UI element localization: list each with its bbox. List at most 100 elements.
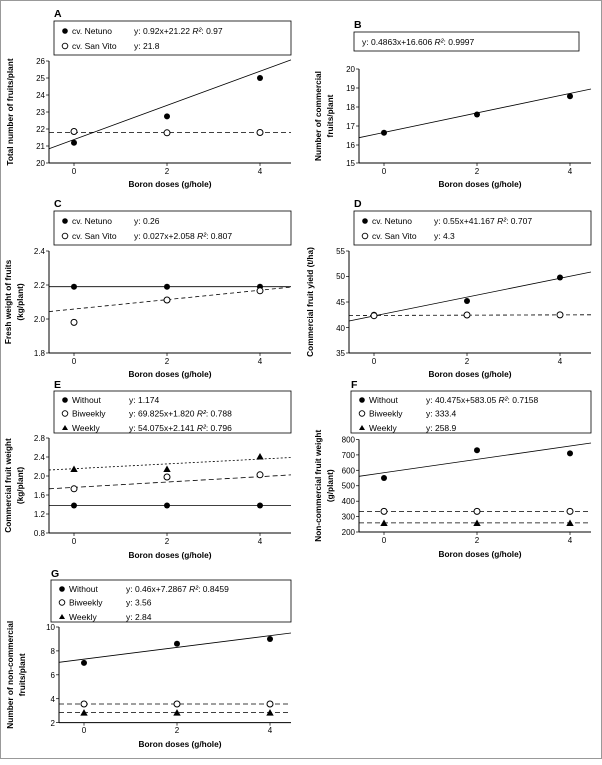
svg-text:2.0: 2.0	[34, 315, 46, 324]
svg-text:26: 26	[36, 57, 45, 66]
svg-text:2: 2	[175, 726, 180, 735]
svg-text:6: 6	[51, 671, 56, 680]
svg-text:0: 0	[372, 357, 377, 366]
svg-text:15: 15	[346, 159, 355, 168]
svg-text:23: 23	[36, 108, 45, 117]
svg-text:Number of commercial: Number of commercial	[313, 71, 323, 161]
svg-text:E: E	[54, 379, 61, 391]
svg-text:4: 4	[268, 726, 273, 735]
svg-text:Biweekly: Biweekly	[69, 598, 103, 608]
svg-text:2: 2	[475, 536, 480, 545]
svg-text:Commercial fruit yield (t/ha): Commercial fruit yield (t/ha)	[305, 247, 315, 357]
svg-text:A: A	[54, 8, 62, 20]
svg-text:2.0: 2.0	[34, 472, 46, 481]
svg-text:Boron doses (g/hole): Boron doses (g/hole)	[439, 549, 522, 559]
svg-text:500: 500	[342, 481, 356, 490]
svg-text:2: 2	[465, 357, 470, 366]
svg-text:0: 0	[72, 537, 77, 546]
svg-text:y: 54.075x+2.141 R²: 0.796: y: 54.075x+2.141 R²: 0.796	[129, 423, 232, 433]
svg-text:y: 0.55x+41.167 R²: 0.707: y: 0.55x+41.167 R²: 0.707	[434, 216, 532, 226]
svg-text:Boron doses (g/hole): Boron doses (g/hole)	[129, 550, 212, 560]
svg-text:8: 8	[51, 647, 56, 656]
svg-text:y: 21.8: y: 21.8	[134, 41, 160, 51]
svg-text:2.4: 2.4	[34, 453, 46, 462]
svg-text:2.8: 2.8	[34, 434, 46, 443]
svg-text:Boron doses (g/hole): Boron doses (g/hole)	[439, 179, 522, 189]
svg-text:2: 2	[51, 719, 56, 728]
svg-text:y: 2.84: y: 2.84	[126, 612, 152, 622]
svg-text:2.4: 2.4	[34, 247, 46, 256]
svg-text:Total number of fruits/plant: Total number of fruits/plant	[5, 58, 15, 165]
svg-text:1.6: 1.6	[34, 491, 46, 500]
svg-text:22: 22	[36, 125, 45, 134]
svg-text:4: 4	[258, 357, 263, 366]
svg-text:2.2: 2.2	[34, 281, 46, 290]
svg-text:4: 4	[568, 167, 573, 176]
svg-text:Fresh weight of fruits: Fresh weight of fruits	[3, 259, 13, 344]
svg-text:Non-commercial fruit weight: Non-commercial fruit weight	[313, 429, 323, 541]
svg-text:cv. San Vito: cv. San Vito	[72, 231, 117, 241]
svg-text:0: 0	[82, 726, 87, 735]
svg-text:50: 50	[336, 272, 345, 281]
svg-text:400: 400	[342, 497, 356, 506]
svg-text:Weekly: Weekly	[69, 612, 97, 622]
svg-text:B: B	[354, 19, 362, 31]
svg-text:0: 0	[382, 167, 387, 176]
svg-text:y: 69.825x+1.820 R²: 0.788: y: 69.825x+1.820 R²: 0.788	[129, 408, 232, 418]
svg-text:4: 4	[558, 357, 563, 366]
svg-text:35: 35	[336, 349, 345, 358]
svg-text:1.8: 1.8	[34, 349, 46, 358]
svg-text:y: 0.92x+21.22 R²: 0.97: y: 0.92x+21.22 R²: 0.97	[134, 26, 223, 36]
svg-text:Biweekly: Biweekly	[369, 408, 403, 418]
svg-text:Boron doses (g/hole): Boron doses (g/hole)	[139, 739, 222, 749]
svg-text:16: 16	[346, 141, 355, 150]
svg-text:40: 40	[336, 324, 345, 333]
svg-text:y: 0.46x+7.2867 R²: 0.8459: y: 0.46x+7.2867 R²: 0.8459	[126, 584, 229, 594]
svg-text:2: 2	[165, 537, 170, 546]
svg-text:y: 0.027x+2.058 R²: 0.807: y: 0.027x+2.058 R²: 0.807	[134, 231, 232, 241]
svg-text:55: 55	[336, 247, 345, 256]
svg-text:200: 200	[342, 528, 356, 537]
svg-text:y: 4.3: y: 4.3	[434, 231, 455, 241]
svg-text:C: C	[54, 198, 62, 210]
svg-text:fruits/plant: fruits/plant	[17, 653, 27, 696]
svg-text:Biweekly: Biweekly	[72, 408, 106, 418]
svg-text:Boron doses (g/hole): Boron doses (g/hole)	[129, 369, 212, 379]
svg-text:cv. Netuno: cv. Netuno	[72, 216, 112, 226]
svg-text:Weekly: Weekly	[369, 423, 397, 433]
svg-text:Without: Without	[69, 584, 98, 594]
svg-text:0: 0	[382, 536, 387, 545]
svg-text:24: 24	[36, 91, 45, 100]
svg-text:20: 20	[346, 65, 355, 74]
svg-text:Boron doses (g/hole): Boron doses (g/hole)	[429, 369, 512, 379]
svg-text:(kg/plant): (kg/plant)	[15, 283, 25, 321]
svg-text:y: 0.4863x+16.606 R²: 0.9997: y: 0.4863x+16.606 R²: 0.9997	[362, 37, 475, 47]
svg-text:4: 4	[258, 167, 263, 176]
svg-text:cv. San Vito: cv. San Vito	[72, 41, 117, 51]
svg-text:10: 10	[46, 623, 55, 632]
svg-text:y: 258.9: y: 258.9	[426, 423, 457, 433]
svg-text:2: 2	[165, 357, 170, 366]
svg-text:Without: Without	[369, 395, 398, 405]
svg-text:y: 3.56: y: 3.56	[126, 598, 152, 608]
svg-text:300: 300	[342, 512, 356, 521]
svg-text:D: D	[354, 198, 362, 210]
svg-text:800: 800	[342, 435, 356, 444]
svg-text:cv. Netuno: cv. Netuno	[72, 26, 112, 36]
svg-text:cv. San Vito: cv. San Vito	[372, 231, 417, 241]
svg-text:600: 600	[342, 466, 356, 475]
svg-text:Boron doses (g/hole): Boron doses (g/hole)	[129, 179, 212, 189]
svg-text:18: 18	[346, 103, 355, 112]
svg-text:y: 1.174: y: 1.174	[129, 395, 160, 405]
svg-text:4: 4	[258, 537, 263, 546]
svg-text:y: 40.475x+583.05 R²: 0.7158: y: 40.475x+583.05 R²: 0.7158	[426, 395, 539, 405]
svg-text:0: 0	[72, 167, 77, 176]
svg-text:2: 2	[475, 167, 480, 176]
svg-text:700: 700	[342, 451, 356, 460]
svg-text:25: 25	[36, 74, 45, 83]
svg-text:fruits/plant: fruits/plant	[325, 94, 335, 137]
svg-text:y: 333.4: y: 333.4	[426, 408, 457, 418]
svg-text:21: 21	[36, 142, 45, 151]
svg-text:(g/plant): (g/plant)	[325, 469, 335, 502]
svg-text:2: 2	[165, 167, 170, 176]
